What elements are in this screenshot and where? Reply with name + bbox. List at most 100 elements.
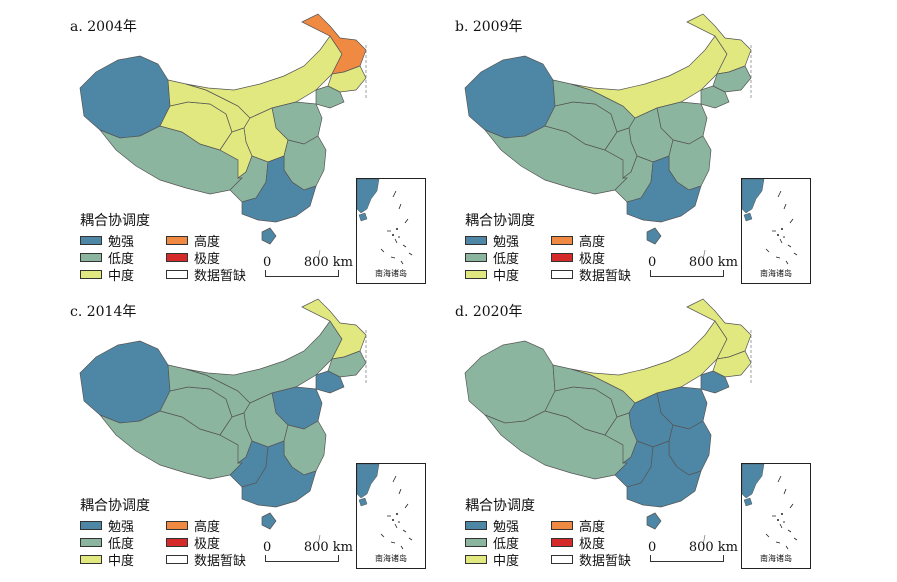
legend-swatch [166, 520, 188, 530]
legend-label: 勉强 [108, 519, 135, 535]
region-hainan [646, 227, 662, 245]
legend-item-jidu: 极度 [551, 534, 661, 552]
legend-title: 耦合协调度 [465, 498, 535, 514]
legend-label: 勉强 [108, 234, 135, 250]
legend-item-zhongdu: 中度 [465, 266, 551, 284]
scale-distance-label: 800 km [688, 540, 738, 555]
legend-swatch [166, 269, 188, 279]
legend-label: 勉强 [493, 234, 520, 250]
scale-line [265, 270, 339, 277]
legend-swatch [551, 269, 573, 279]
panel-title: c. 2014年 [70, 304, 137, 320]
legend-swatch [551, 537, 573, 547]
legend-label: 数据暂缺 [194, 553, 247, 569]
scale-bar: 0 800 km [648, 255, 738, 277]
legend-item-didu: 低度 [80, 534, 166, 552]
legend-swatch [465, 269, 487, 279]
scale-bar: 0 800 km [263, 255, 353, 277]
region-heilongjiang [301, 13, 367, 75]
panel-title: a. 2004年 [70, 19, 137, 35]
legend-item-zhongdu: 中度 [80, 551, 166, 569]
map-panel-1: a. 2004年 耦合协调度 勉强 高度 低度 [60, 10, 480, 295]
inset-land [741, 178, 765, 214]
scale-line [265, 555, 339, 562]
legend-label: 中度 [108, 268, 135, 284]
region-south [626, 440, 702, 508]
south-china-sea-inset: 南海诸岛 [356, 178, 426, 284]
legend-item-gaodu: 高度 [551, 232, 661, 250]
legend-swatch [465, 554, 487, 564]
legend-swatch [166, 252, 188, 262]
map-panel-2: b. 2009年 耦合协调度 勉强 高度 低度 [445, 10, 865, 295]
scale-distance-label: 800 km [303, 540, 353, 555]
legend-item-no-data: 数据暂缺 [166, 551, 276, 569]
legend-label: 中度 [493, 553, 520, 569]
scale-zero-label: 0 [648, 255, 657, 270]
inset-label: 南海诸岛 [375, 554, 407, 563]
legend-item-zhongdu: 中度 [465, 551, 551, 569]
legend-label: 中度 [108, 553, 135, 569]
china-map [464, 13, 752, 261]
scale-zero-label: 0 [648, 540, 657, 555]
region-south [626, 155, 702, 223]
inset-island [358, 497, 368, 507]
legend-item-didu: 低度 [465, 534, 551, 552]
legend-label: 低度 [108, 251, 135, 267]
south-china-sea-inset: 南海诸岛 [741, 463, 811, 569]
legend-swatch [80, 537, 102, 547]
legend-swatch [465, 235, 487, 245]
inset-map [741, 463, 798, 550]
legend-swatch [80, 252, 102, 262]
map-panel-4: d. 2020年 耦合协调度 勉强 高度 低度 [445, 295, 865, 580]
legend-label: 极度 [579, 536, 606, 552]
scale-bar: 0 800 km [263, 540, 353, 562]
china-map [79, 298, 367, 546]
legend-label: 数据暂缺 [194, 268, 247, 284]
region-xinjiang [79, 55, 171, 139]
region-xinjiang [464, 55, 556, 139]
legend-item-no-data: 数据暂缺 [551, 551, 661, 569]
legend-item-no-data: 数据暂缺 [166, 266, 276, 284]
legend-item-jidu: 极度 [166, 249, 276, 267]
legend-swatch [551, 235, 573, 245]
panel-title: d. 2020年 [455, 304, 523, 320]
legend-label: 数据暂缺 [579, 553, 632, 569]
scale-distance-label: 800 km [688, 255, 738, 270]
legend-label: 中度 [493, 268, 520, 284]
scale-line [650, 555, 724, 562]
legend-label: 高度 [579, 234, 606, 250]
nine-dash-line [765, 190, 798, 265]
region-heilongjiang [686, 13, 752, 75]
legend-item-gaodu: 高度 [551, 517, 661, 535]
legend-title: 耦合协调度 [80, 213, 150, 229]
inset-land [356, 178, 380, 214]
legend-label: 勉强 [493, 519, 520, 535]
legend-item-no-data: 数据暂缺 [551, 266, 661, 284]
nine-dash-line [765, 475, 798, 550]
legend: 耦合协调度 勉强 高度 低度 极度 [465, 210, 661, 284]
legend-swatch [80, 269, 102, 279]
legend-item-mianqiang: 勉强 [80, 232, 166, 250]
legend-swatch [465, 520, 487, 530]
legend-swatch [80, 554, 102, 564]
legend-item-jidu: 极度 [166, 534, 276, 552]
legend-title: 耦合协调度 [465, 213, 535, 229]
nine-dash-line [380, 475, 413, 550]
legend-label: 低度 [493, 536, 520, 552]
china-map [79, 13, 367, 261]
legend-swatch [166, 537, 188, 547]
inset-map [356, 178, 413, 265]
inset-land [741, 463, 765, 499]
inset-label: 南海诸岛 [375, 269, 407, 278]
legend-item-gaodu: 高度 [166, 232, 276, 250]
inset-island [743, 497, 753, 507]
legend-item-didu: 低度 [80, 249, 166, 267]
legend-item-didu: 低度 [465, 249, 551, 267]
legend-label: 高度 [579, 519, 606, 535]
inset-land [356, 463, 380, 499]
legend-label: 极度 [579, 251, 606, 267]
inset-island [358, 212, 368, 222]
region-hainan [646, 512, 662, 530]
scale-line [650, 270, 724, 277]
inset-map [741, 178, 798, 265]
